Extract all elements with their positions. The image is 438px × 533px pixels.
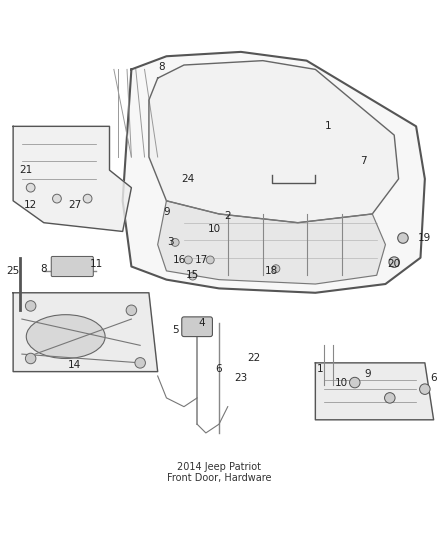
Text: 8: 8 (40, 264, 47, 273)
Text: 15: 15 (186, 270, 199, 280)
Polygon shape (13, 126, 131, 231)
Text: 6: 6 (215, 365, 223, 374)
Text: 23: 23 (234, 373, 247, 383)
Circle shape (389, 257, 399, 268)
Text: 24: 24 (182, 174, 195, 184)
Circle shape (206, 256, 214, 264)
Circle shape (184, 256, 192, 264)
Text: 3: 3 (167, 237, 174, 247)
Circle shape (420, 384, 430, 394)
Text: 8: 8 (159, 62, 166, 72)
Text: 2: 2 (224, 211, 231, 221)
Polygon shape (158, 201, 385, 284)
Text: 10: 10 (335, 377, 348, 387)
Circle shape (53, 194, 61, 203)
Polygon shape (13, 293, 158, 372)
Text: 14: 14 (68, 360, 81, 370)
Text: 18: 18 (265, 266, 278, 276)
Text: 7: 7 (360, 156, 367, 166)
Circle shape (350, 377, 360, 388)
Text: 22: 22 (247, 353, 261, 364)
Circle shape (26, 183, 35, 192)
Text: 25: 25 (7, 266, 20, 276)
Text: 1: 1 (325, 122, 332, 131)
Circle shape (135, 358, 145, 368)
Text: 16: 16 (173, 255, 186, 265)
Text: 12: 12 (24, 200, 37, 210)
Text: 4: 4 (198, 318, 205, 328)
Text: 2014 Jeep Patriot
Front Door, Hardware: 2014 Jeep Patriot Front Door, Hardware (167, 462, 271, 483)
Text: 11: 11 (90, 260, 103, 269)
Circle shape (25, 301, 36, 311)
Text: 19: 19 (418, 233, 431, 243)
FancyBboxPatch shape (182, 317, 212, 336)
Text: 21: 21 (20, 165, 33, 175)
Text: 5: 5 (172, 325, 179, 335)
Circle shape (385, 393, 395, 403)
Ellipse shape (26, 314, 105, 359)
Polygon shape (149, 61, 399, 223)
Circle shape (272, 265, 280, 273)
Text: 17: 17 (195, 255, 208, 265)
Circle shape (83, 194, 92, 203)
Circle shape (25, 353, 36, 364)
Text: 27: 27 (68, 200, 81, 210)
Circle shape (126, 305, 137, 316)
Text: 9: 9 (163, 207, 170, 217)
Text: 1: 1 (316, 365, 323, 374)
Text: 6: 6 (430, 373, 437, 383)
Circle shape (171, 238, 179, 246)
Polygon shape (123, 52, 425, 293)
Polygon shape (315, 363, 434, 420)
Text: 20: 20 (388, 260, 401, 269)
FancyBboxPatch shape (51, 256, 93, 277)
Circle shape (398, 233, 408, 243)
Circle shape (189, 272, 197, 280)
Text: 9: 9 (364, 369, 371, 379)
Text: 10: 10 (208, 224, 221, 235)
